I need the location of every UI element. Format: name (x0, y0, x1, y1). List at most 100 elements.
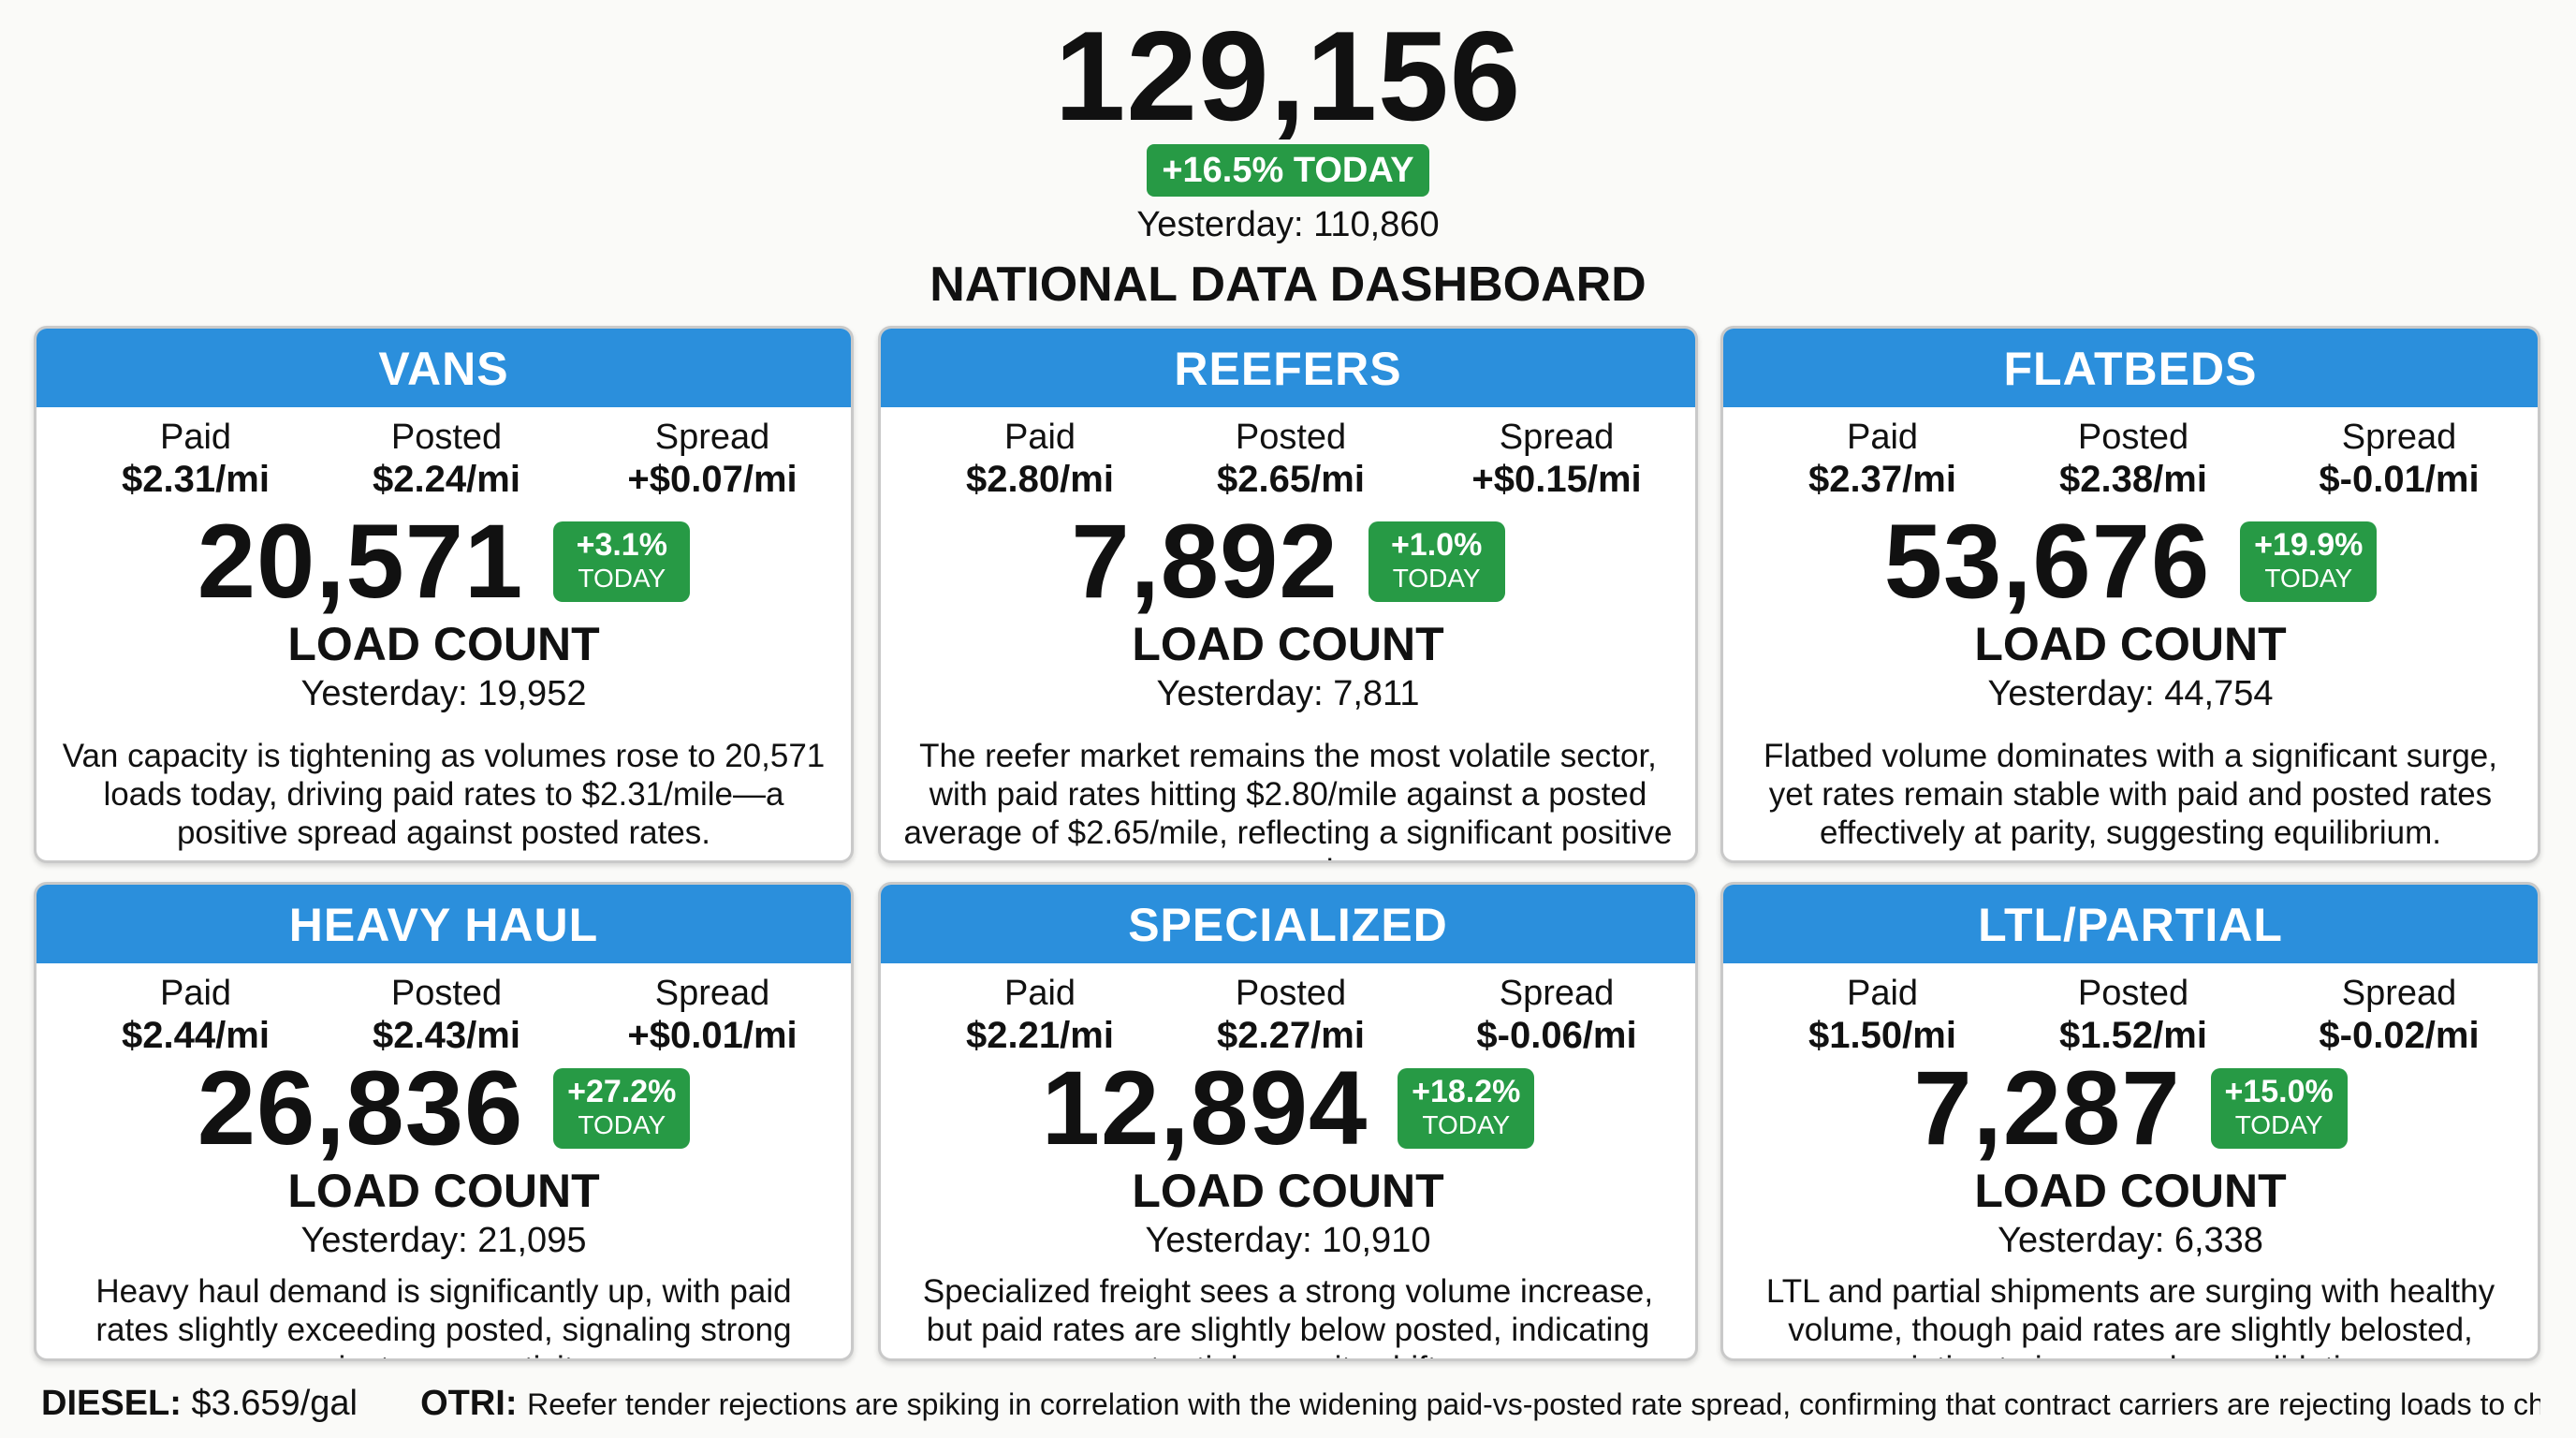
otri-text: Reefer tender rejections are spiking in … (527, 1387, 2540, 1421)
card-specialized[interactable]: SPECIALIZED Paid $2.21/mi Posted $2.27/m… (878, 882, 1698, 1361)
paid-value: $2.80/mi (966, 459, 1114, 500)
load-count: 20,571 (197, 503, 524, 620)
count-row: 26,836 +27.2% TODAY (37, 1053, 851, 1164)
card-title: SPECIALIZED (881, 885, 1695, 963)
change-badge: +19.9% TODAY (2240, 521, 2378, 602)
load-count: 26,836 (197, 1049, 524, 1167)
spread-value: $-0.06/mi (1476, 1015, 1637, 1056)
spread-label: Spread (1499, 974, 1615, 1013)
load-count-label: LOAD COUNT (1974, 618, 2287, 670)
rate-row: Paid $2.37/mi Posted $2.38/mi Spread $-0… (1723, 407, 2538, 510)
change-today-label: TODAY (578, 564, 666, 593)
posted-rate: Posted $2.38/mi (2012, 417, 2255, 501)
posted-label: Posted (1235, 418, 1347, 457)
card-reefers[interactable]: REEFERS Paid $2.80/mi Posted $2.65/mi Sp… (878, 326, 1698, 863)
rate-row: Paid $2.21/mi Posted $2.27/mi Spread $-0… (881, 963, 1695, 1057)
load-count: 53,676 (1883, 503, 2211, 620)
rate-row: Paid $1.50/mi Posted $1.52/mi Spread $-0… (1723, 963, 2538, 1057)
rate-row: Paid $2.80/mi Posted $2.65/mi Spread +$0… (881, 407, 1695, 510)
paid-rate: Paid $2.44/mi (74, 973, 317, 1057)
total-yesterday: Yesterday: 110,860 (1136, 205, 1440, 244)
card-title: LTL/PARTIAL (1723, 885, 2538, 963)
change-percent: +1.0% (1390, 527, 1483, 563)
paid-label: Paid (1003, 974, 1076, 1013)
change-badge: +27.2% TODAY (553, 1068, 691, 1149)
spread-rate: Spread $-0.01/mi (2277, 417, 2521, 501)
card-ltl-partial[interactable]: LTL/PARTIAL Paid $1.50/mi Posted $1.52/m… (1720, 882, 2540, 1361)
paid-value: $2.44/mi (122, 1015, 270, 1056)
card-description: LTL and partial shipments are surging wi… (1765, 1273, 2496, 1358)
change-today-label: TODAY (2234, 1110, 2323, 1139)
load-count-label: LOAD COUNT (1974, 1165, 2287, 1217)
load-count-label: LOAD COUNT (1132, 1165, 1444, 1217)
card-description: Specialized freight sees a strong volume… (922, 1273, 1654, 1358)
posted-label: Posted (1235, 974, 1347, 1013)
paid-value: $2.21/mi (966, 1015, 1114, 1056)
card-title: VANS (37, 329, 851, 407)
card-description: Heavy haul demand is significantly up, w… (95, 1273, 792, 1358)
card-yesterday: Yesterday: 44,754 (1987, 674, 2274, 713)
rate-row: Paid $2.44/mi Posted $2.43/mi Spread +$0… (37, 963, 851, 1057)
card-flatbeds[interactable]: FLATBEDS Paid $2.37/mi Posted $2.38/mi S… (1720, 326, 2540, 863)
count-row: 53,676 +19.9% TODAY (1723, 506, 2538, 617)
card-yesterday: Yesterday: 7,811 (1156, 674, 1420, 713)
total-change-badge-wrap: +16.5% TODAY (0, 144, 2576, 197)
paid-rate: Paid $2.31/mi (74, 417, 317, 501)
load-count-label: LOAD COUNT (287, 618, 600, 670)
spread-value: +$0.07/mi (627, 459, 798, 500)
paid-label: Paid (1846, 974, 1919, 1013)
card-vans[interactable]: VANS Paid $2.31/mi Posted $2.24/mi Sprea… (34, 326, 854, 863)
paid-rate: Paid $2.80/mi (918, 417, 1162, 501)
posted-label: Posted (390, 418, 503, 457)
card-yesterday: Yesterday: 19,952 (300, 674, 587, 713)
change-today-label: TODAY (2264, 564, 2353, 593)
change-today-label: TODAY (1422, 1110, 1511, 1139)
card-yesterday: Yesterday: 21,095 (300, 1221, 587, 1260)
change-badge: +18.2% TODAY (1398, 1068, 1535, 1149)
spread-rate: Spread +$0.15/mi (1435, 417, 1678, 501)
page-title: NATIONAL DATA DASHBOARD (929, 257, 1647, 312)
paid-label: Paid (1003, 418, 1076, 457)
load-count: 12,894 (1041, 1049, 1368, 1167)
spread-label: Spread (654, 974, 770, 1013)
change-percent: +18.2% (1412, 1074, 1521, 1109)
spread-label: Spread (2341, 974, 2457, 1013)
load-count: 7,287 (1913, 1049, 2181, 1167)
card-heavy-haul[interactable]: HEAVY HAUL Paid $2.44/mi Posted $2.43/mi… (34, 882, 854, 1361)
posted-rate: Posted $2.65/mi (1169, 417, 1412, 501)
posted-label: Posted (2077, 974, 2189, 1013)
spread-rate: Spread +$0.01/mi (591, 973, 834, 1057)
spread-label: Spread (654, 418, 770, 457)
posted-value: $2.24/mi (373, 459, 520, 500)
posted-value: $2.27/mi (1217, 1015, 1365, 1056)
paid-label: Paid (1846, 418, 1919, 457)
change-badge: +3.1% TODAY (553, 521, 691, 602)
posted-rate: Posted $2.24/mi (325, 417, 568, 501)
spread-label: Spread (1499, 418, 1615, 457)
paid-label: Paid (159, 974, 232, 1013)
footer-bar: DIESEL: $3.659/gal OTRI: Reefer tender r… (41, 1376, 2540, 1432)
spread-rate: Spread $-0.06/mi (1435, 973, 1678, 1057)
spread-label: Spread (2341, 418, 2457, 457)
change-percent: +19.9% (2254, 527, 2364, 563)
change-percent: +3.1% (576, 527, 667, 563)
count-row: 20,571 +3.1% TODAY (37, 506, 851, 617)
count-row: 12,894 +18.2% TODAY (881, 1053, 1695, 1164)
posted-value: $2.38/mi (2059, 459, 2207, 500)
change-badge: +15.0% TODAY (2210, 1068, 2348, 1149)
paid-rate: Paid $1.50/mi (1761, 973, 2004, 1057)
dashboard-header: 129,156 +16.5% TODAY Yesterday: 110,860 … (0, 0, 2576, 318)
paid-label: Paid (159, 418, 232, 457)
change-percent: +15.0% (2224, 1074, 2334, 1109)
spread-value: $-0.01/mi (2319, 459, 2480, 500)
posted-rate: Posted $2.27/mi (1169, 973, 1412, 1057)
spread-rate: Spread $-0.02/mi (2277, 973, 2521, 1057)
change-today-label: TODAY (1392, 564, 1481, 593)
count-row: 7,892 +1.0% TODAY (881, 506, 1695, 617)
posted-rate: Posted $1.52/mi (2012, 973, 2255, 1057)
paid-value: $1.50/mi (1808, 1015, 1956, 1056)
change-badge: +1.0% TODAY (1368, 521, 1505, 602)
diesel-value: $3.659/gal (191, 1384, 358, 1423)
spread-value: $-0.02/mi (2319, 1015, 2480, 1056)
posted-label: Posted (390, 974, 503, 1013)
